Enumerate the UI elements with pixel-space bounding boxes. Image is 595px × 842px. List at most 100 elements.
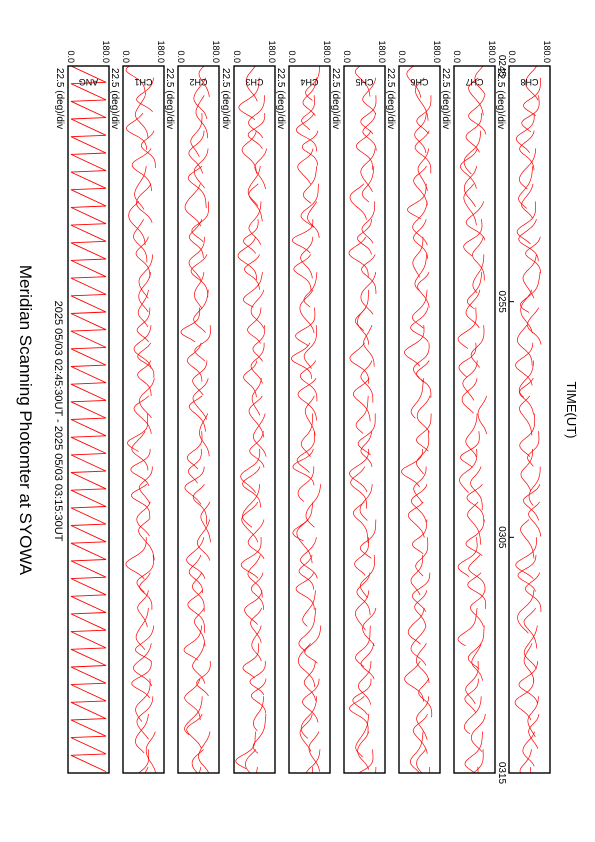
scan-trace [299,713,313,752]
panel-frame [453,65,496,774]
scan-trace [133,218,148,263]
panel-background [234,66,275,773]
scan-trace [412,713,428,754]
plot-root: Meridian Scanning Photomter at SYOWA 202… [16,40,579,784]
scan-trace [250,342,265,384]
scan-trace [411,484,428,523]
scan-trace [188,448,202,484]
scan-trace [413,466,427,504]
scan-trace [355,395,369,434]
scan-trace [523,643,535,682]
scan-trace [463,696,482,735]
scan-trace [193,148,209,189]
scan-trace [247,519,265,560]
y-tick-180: 180.0 [377,40,387,63]
scan-trace [523,625,538,670]
chart-subtitle: 2025 05/03 02:45:30UT - 2025 05/03 03:15… [52,301,64,542]
scan-trace [401,448,423,488]
scan-trace [520,448,533,492]
scan-trace [291,342,312,379]
scan-trace [418,678,433,718]
scan-trace [200,501,211,543]
scan-trace [464,678,479,714]
panel-background [289,66,330,773]
scan-trace [248,395,265,438]
scan-trace [415,537,429,577]
scale-label: 22.5 (deg)/div [330,68,341,129]
scan-trace [354,749,374,773]
scan-trace [521,183,534,219]
scan-trace [416,413,432,452]
scan-trace [520,272,541,313]
y-tick-0: 0.0 [397,50,407,63]
scan-trace [138,272,151,313]
y-tick-180: 180.0 [542,40,552,63]
scan-trace [413,218,429,260]
scan-trace [515,342,534,386]
scan-trace [360,95,377,135]
panel-ch1: 180.0 0.0 CH1 22.5 (deg)/div [109,40,166,774]
scan-trace [362,77,377,115]
scan-trace [349,696,369,734]
scan-trace [137,342,155,378]
scan-trace [360,360,374,403]
y-tick-180: 180.0 [211,40,221,63]
y-tick-0: 0.0 [342,50,352,63]
scan-trace [125,66,146,96]
scale-label: 22.5 (deg)/div [275,68,286,129]
panel-background [344,66,385,773]
scan-trace [304,625,322,664]
scan-trace [527,431,540,467]
panel-frame [67,65,110,774]
scan-trace [186,342,203,382]
scan-trace [527,696,539,738]
scan-trace [528,501,542,537]
scan-trace [410,378,424,419]
scan-trace [184,183,202,227]
scan-trace [193,289,209,333]
scan-trace [357,660,372,705]
scan-trace [252,325,266,362]
scan-trace [136,749,150,773]
scan-trace [250,678,267,714]
scan-trace [457,607,478,647]
scan-trace [514,678,534,721]
scan-trace [138,519,155,561]
panel-frame [343,65,386,774]
scan-trace [250,607,262,643]
scan-trace [245,66,259,102]
panel-ch5: 180.0 0.0 CH5 22.5 (deg)/div [330,40,387,774]
scan-trace [134,95,149,139]
scan-trace [518,218,539,261]
scan-trace [413,342,430,383]
scan-trace [416,395,431,433]
scan-trace [470,466,483,510]
scan-trace [247,166,261,207]
scan-trace [188,218,204,258]
scan-trace [518,360,534,398]
scan-trace [357,219,372,255]
scan-trace [136,307,151,343]
scan-trace [462,360,478,401]
scan-trace [361,254,377,295]
scan-trace [244,254,260,290]
scan-trace [527,307,542,345]
scan-trace [519,395,533,436]
scan-trace [523,77,541,116]
scan-trace [251,378,262,416]
panel-ch3: 180.0 0.0 CH3 22.5 (deg)/div [220,40,277,774]
scan-trace [304,395,316,436]
scan-trace [465,289,481,329]
panel-background [178,66,219,773]
scan-trace [471,643,483,681]
scan-trace [519,148,537,190]
scan-trace [196,660,211,697]
scan-trace [465,201,486,241]
scan-trace [467,501,482,545]
scan-trace [516,201,536,245]
panel-ylabel: CH1 [134,77,152,87]
scan-trace [238,77,260,120]
scan-trace [458,342,477,378]
scan-trace [459,448,478,493]
scan-trace [184,466,205,505]
